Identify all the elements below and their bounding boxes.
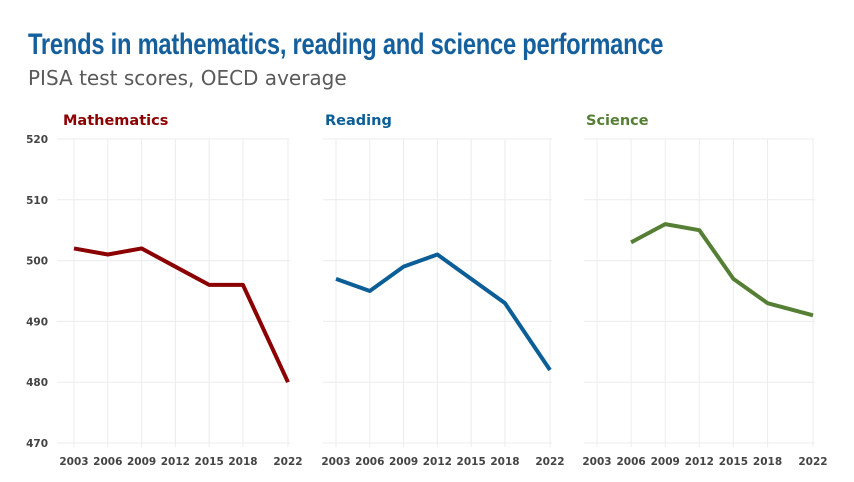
x-tick-label: 2012: [423, 456, 452, 468]
reading-series-line: [335, 252, 552, 372]
x-tick-label: 2006: [616, 456, 645, 468]
x-tick-label: 2022: [798, 456, 827, 468]
y-tick-label: 480: [26, 377, 48, 389]
y-tick-label: 500: [26, 256, 48, 268]
x-tick-label: 2009: [651, 456, 680, 468]
x-tick-label: 2018: [228, 456, 257, 468]
x-tick-label: 2018: [490, 456, 519, 468]
x-tick-label: 2003: [59, 456, 88, 468]
reading-panel-title: Reading: [325, 113, 392, 129]
x-tick-label: 2012: [161, 456, 190, 468]
x-tick-label: 2022: [535, 456, 564, 468]
x-tick-label: 2003: [582, 456, 611, 468]
x-tick-label: 2009: [389, 456, 418, 468]
science-panel-title: Science: [586, 113, 649, 129]
x-tick-label: 2015: [719, 456, 748, 468]
y-tick-label: 470: [26, 438, 48, 450]
x-tick-label: 2015: [457, 456, 486, 468]
x-tick-label: 2003: [321, 456, 350, 468]
y-tick-label: 490: [26, 316, 48, 328]
x-tick-label: 2022: [273, 456, 302, 468]
x-tick-label: 2012: [685, 456, 714, 468]
x-tick-label: 2006: [355, 456, 384, 468]
science-series-line: [630, 222, 814, 318]
x-tick-label: 2015: [195, 456, 224, 468]
mathematics-panel-title: Mathematics: [63, 113, 168, 129]
x-tick-label: 2006: [93, 456, 122, 468]
y-tick-label: 520: [26, 134, 48, 146]
chart-subtitle: PISA test scores, OECD average: [28, 66, 347, 90]
x-tick-label: 2018: [753, 456, 782, 468]
x-tick-label: 2009: [127, 456, 156, 468]
chart-title: Trends in mathematics, reading and scien…: [28, 28, 664, 61]
y-tick-label: 510: [26, 195, 48, 207]
mathematics-series-line: [73, 246, 290, 384]
